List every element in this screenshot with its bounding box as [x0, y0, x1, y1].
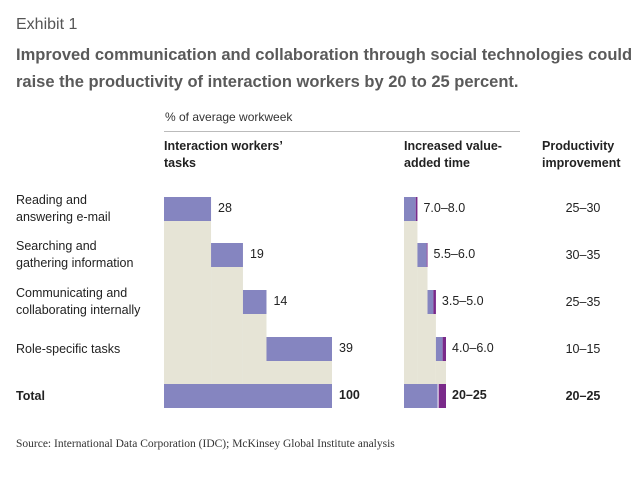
productivity-label: 10–15 — [565, 342, 601, 356]
time-bar-low — [417, 243, 427, 267]
base-fill — [211, 267, 243, 384]
category-label: Role-specific tasks — [16, 342, 121, 356]
time-total-bar-low — [404, 384, 438, 408]
chart-title: Improved communication and collaboration… — [16, 46, 633, 91]
time-bar-low — [427, 290, 434, 314]
task-bar — [266, 337, 332, 361]
time-value-label: 5.5–6.0 — [433, 247, 476, 261]
unit-label: % of average workweek — [165, 110, 293, 124]
productivity-label: 30–35 — [565, 248, 601, 262]
source-note: Source: International Data Corporation (… — [16, 438, 395, 450]
productivity-total: 20–25 — [565, 389, 601, 403]
category-label: Searching and gathering information — [16, 239, 134, 270]
task-total-label: 100 — [339, 388, 360, 402]
productivity-label: 25–30 — [565, 201, 601, 215]
task-value-label: 19 — [249, 247, 264, 261]
base-fill — [164, 221, 212, 384]
time-value-label: 3.5–5.0 — [441, 294, 484, 308]
base-fill — [404, 221, 418, 384]
total-label: Total — [16, 389, 45, 403]
time-bar-range — [426, 243, 428, 267]
time-total-label: 20–25 — [452, 388, 487, 402]
time-value-label: 7.0–8.0 — [423, 201, 466, 215]
task-total-bar — [164, 384, 332, 408]
task-bar — [211, 243, 243, 267]
task-value-label: 39 — [339, 341, 353, 355]
time-value-label: 4.0–6.0 — [452, 341, 494, 355]
time-bar-range — [433, 290, 436, 314]
base-fill — [417, 267, 428, 384]
productivity-label: 25–35 — [565, 295, 601, 309]
task-bar — [164, 197, 212, 221]
time-bar-low — [404, 197, 416, 221]
base-fill — [435, 361, 446, 384]
header-time: Increased value-added time — [404, 139, 502, 170]
time-bar-low — [435, 337, 443, 361]
base-fill — [242, 314, 267, 384]
exhibit-label: Exhibit 1 — [16, 16, 78, 33]
base-fill — [427, 314, 436, 384]
category-label: Communicating and collaborating internal… — [16, 286, 141, 317]
task-value-label: 14 — [273, 294, 288, 308]
header-productivity: Productivity improvement — [542, 139, 621, 170]
time-bar-range — [442, 337, 446, 361]
task-bar — [242, 290, 267, 314]
header-rule — [164, 131, 520, 132]
base-fill — [266, 361, 332, 384]
header-tasks: Interaction workers’ tasks — [164, 139, 283, 170]
time-bar-range — [415, 197, 418, 221]
category-label: Reading and answering e-mail — [16, 193, 111, 224]
time-total-bar-range — [438, 384, 446, 408]
task-value-label: 28 — [218, 201, 232, 215]
